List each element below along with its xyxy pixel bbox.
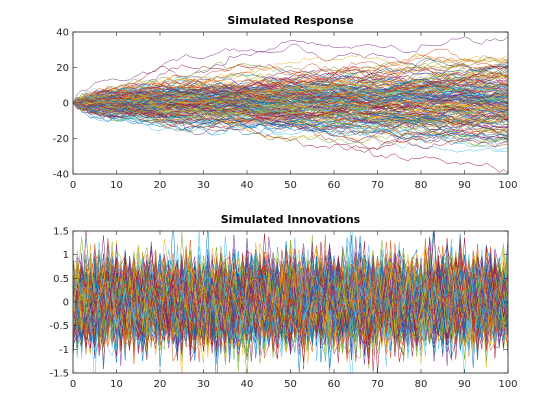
response-series-line	[73, 92, 508, 116]
x-tick-label: 40	[241, 379, 254, 390]
response-series-line	[73, 43, 508, 104]
response-series-line	[73, 84, 508, 140]
x-tick-label: 70	[371, 379, 384, 390]
x-tick-label: 80	[415, 379, 428, 390]
x-tick-label: 50	[284, 379, 297, 390]
x-tick-label: 70	[371, 180, 384, 191]
innovations-ticks: 0 10 20 30 40 50 60 70 80 90 100 -1.5 -1 -0.5 0 0.5 1 1.5	[49, 227, 517, 391]
innovations-series-group	[73, 231, 508, 373]
innovation-series-line	[73, 265, 508, 358]
y-tick-label: -1	[59, 345, 69, 356]
x-tick-label: 60	[328, 379, 341, 390]
x-tick-label: 50	[284, 180, 297, 191]
response-series-line	[73, 101, 508, 140]
response-series-line	[73, 100, 508, 140]
x-tick-label: 100	[498, 180, 517, 191]
innovation-series-line	[73, 231, 508, 356]
response-series-line	[73, 74, 508, 111]
response-series-line	[73, 97, 508, 118]
innovation-series-line	[73, 253, 508, 345]
response-series-line	[73, 65, 508, 104]
x-tick-label: 90	[458, 180, 471, 191]
response-series-line	[73, 75, 508, 108]
x-tick-label: 10	[110, 180, 123, 191]
response-series-line	[73, 94, 508, 148]
x-tick-label: 80	[415, 180, 428, 191]
x-tick-label: 20	[154, 180, 167, 191]
y-tick-label: -1.5	[49, 369, 69, 380]
response-series-line	[73, 101, 508, 127]
response-ticks: 0 10 20 30 40 50 60 70 80 90 100 -40 -20 0 20 40	[53, 28, 518, 192]
response-series-line	[73, 83, 508, 106]
response-series-line	[73, 36, 508, 104]
response-series-line	[73, 101, 508, 148]
innovation-series-line	[73, 251, 508, 357]
response-series-line	[73, 101, 508, 128]
x-tick-label: 40	[241, 180, 254, 191]
response-series-line	[73, 98, 508, 126]
response-series-line	[73, 61, 508, 105]
innovation-series-line	[73, 253, 508, 342]
response-series-line	[73, 71, 508, 118]
response-series-line	[73, 95, 508, 136]
response-series-line	[73, 102, 508, 142]
response-series-line	[73, 96, 508, 126]
response-series-line	[73, 99, 508, 122]
x-tick-label: 0	[70, 180, 76, 191]
response-series-group	[73, 36, 508, 174]
x-tick-label: 100	[498, 379, 517, 390]
response-series-line	[73, 87, 508, 116]
x-tick-label: 20	[154, 379, 167, 390]
x-tick-label: 10	[110, 379, 123, 390]
x-tick-label: 0	[70, 379, 76, 390]
x-tick-label: 30	[197, 180, 210, 191]
response-series-line	[73, 87, 508, 122]
y-tick-label: 20	[56, 63, 69, 74]
y-tick-label: 1	[63, 250, 69, 261]
innovation-series-line	[73, 241, 508, 363]
response-series-line	[73, 102, 508, 132]
response-axes: 0 10 20 30 40 50 60 70 80 90 100 -40 -20 0 20 40 Simula…	[53, 14, 518, 191]
y-tick-label: -20	[53, 134, 69, 145]
x-tick-label: 90	[458, 379, 471, 390]
innovations-title: Simulated Innovations	[221, 213, 361, 226]
innovations-axes: 0 10 20 30 40 50 60 70 80 90 100 -1.5 -1 -0.5 0 0.5 1 1.5…	[49, 213, 517, 390]
y-tick-label: 0	[63, 298, 69, 309]
y-tick-label: 40	[56, 28, 69, 39]
response-title: Simulated Response	[227, 14, 353, 27]
response-series-line	[73, 78, 508, 106]
x-tick-label: 30	[197, 379, 210, 390]
response-series-line	[73, 53, 508, 109]
y-tick-label: 0	[63, 99, 69, 110]
response-series-line	[73, 89, 508, 108]
y-tick-label: -40	[53, 170, 69, 181]
y-tick-label: -0.5	[49, 321, 69, 332]
y-tick-label: 0.5	[53, 274, 69, 285]
response-series-line	[73, 54, 508, 106]
response-series-line	[73, 90, 508, 106]
innovation-series-line	[73, 244, 508, 357]
response-series-line	[73, 102, 508, 128]
response-series-line	[73, 102, 508, 150]
response-series-line	[73, 77, 508, 107]
y-tick-label: 1.5	[53, 227, 69, 238]
x-tick-label: 60	[328, 180, 341, 191]
